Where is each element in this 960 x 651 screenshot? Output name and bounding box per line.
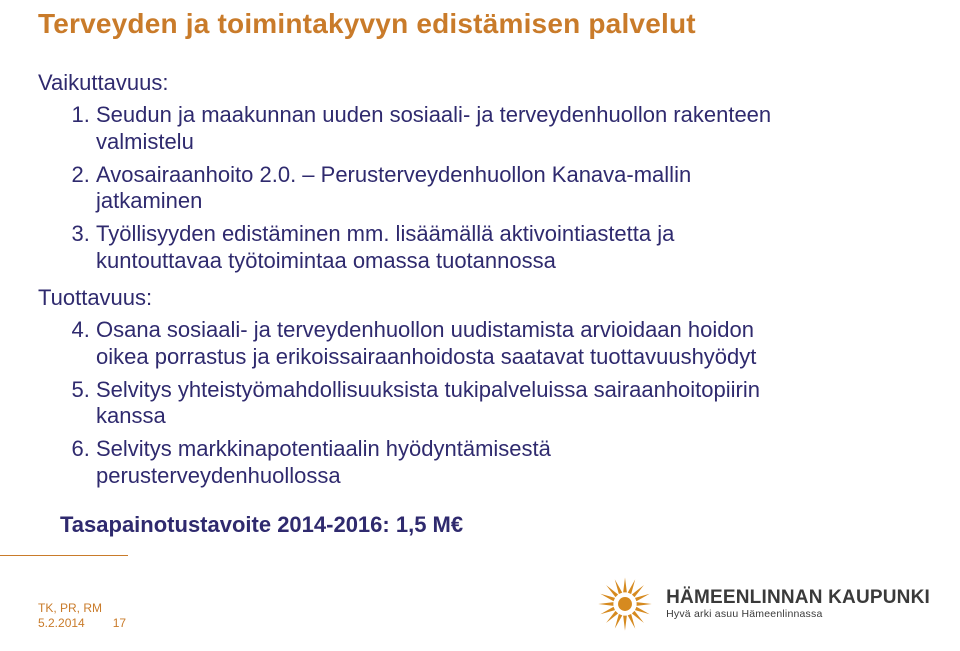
footer-code: TK, PR, RM [38,601,126,616]
goal-line: Tasapainotustavoite 2014-2016: 1,5 M€ [60,512,798,538]
accent-line [0,555,128,556]
logo-text: HÄMEENLINNAN KAUPUNKI Hyvä arki asuu Häm… [666,588,930,620]
list-tuottavuus: Osana sosiaali- ja terveydenhuollon uudi… [38,317,798,490]
section-tuottavuus-label: Tuottavuus: [38,285,798,311]
list-item: Selvitys markkinapotentiaalin hyödyntämi… [96,436,798,490]
list-item: Työllisyyden edistäminen mm. lisäämällä … [96,221,798,275]
logo-tagline: Hyvä arki asuu Hämeenlinnassa [666,609,930,620]
logo-name: HÄMEENLINNAN KAUPUNKI [666,588,930,608]
footer: TK, PR, RM 5.2.2014 17 [38,601,126,631]
content-block: Vaikuttavuus: Seudun ja maakunnan uuden … [38,60,798,538]
section-vaikuttavuus-label: Vaikuttavuus: [38,70,798,96]
list-item: Selvitys yhteistyömahdollisuuksista tuki… [96,377,798,431]
list-vaikuttavuus: Seudun ja maakunnan uuden sosiaali- ja t… [38,102,798,275]
slide: Terveyden ja toimintakyvyn edistämisen p… [0,0,960,651]
logo: HÄMEENLINNAN KAUPUNKI Hyvä arki asuu Häm… [596,575,930,633]
page-title: Terveyden ja toimintakyvyn edistämisen p… [38,8,696,40]
page-number: 17 [113,616,126,631]
footer-date: 5.2.2014 [38,616,85,631]
list-item: Seudun ja maakunnan uuden sosiaali- ja t… [96,102,798,156]
sun-icon [596,575,654,633]
list-item: Osana sosiaali- ja terveydenhuollon uudi… [96,317,798,371]
list-item: Avosairaanhoito 2.0. – Perusterveydenhuo… [96,162,798,216]
